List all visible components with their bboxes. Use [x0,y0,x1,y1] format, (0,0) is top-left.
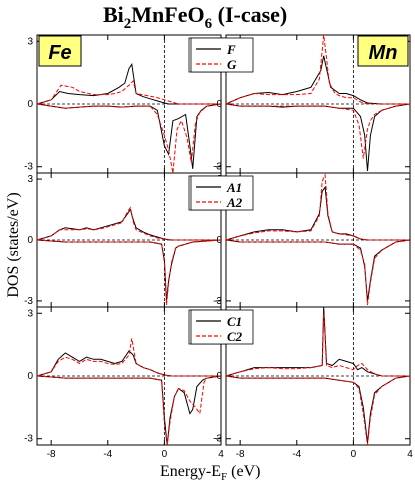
legend-label: F [226,42,236,57]
panel-grid: -303FGFe-303FGMn-303A1A2-303A1A2-303-8-4… [24,34,413,460]
series-line-a1 [36,208,221,241]
y-tick-label: 0 [27,235,33,246]
series-line-g [36,80,221,105]
element-label: Mn [369,42,398,64]
y-tick-label: 3 [27,174,33,185]
series-line-c2 [36,338,221,377]
series-line-a2 [36,206,221,241]
element-badge [357,35,409,67]
y-tick-label: -3 [213,162,222,173]
series-line-c2 [36,375,222,446]
panel-mn-row1: -303A1A2 [190,172,411,308]
y-tick-label: 0 [216,371,222,382]
x-tick-label: 4 [218,449,224,460]
panel-mn-row0: -303FGMn [190,34,411,174]
x-tick-label: 0 [162,449,168,460]
legend-label: A2 [226,195,243,210]
series-line-f [225,55,410,105]
legend-box [190,175,254,211]
legend: FG [190,37,254,73]
x-tick-label: -4 [292,449,301,460]
series-line-a2 [36,239,222,306]
legend-label: C1 [227,314,242,329]
x-tick-label: -8 [236,449,245,460]
element-badge [38,35,82,67]
y-tick-label: -3 [24,296,33,307]
x-axis-label: Energy-EF (eV) [160,463,260,483]
y-tick-label: 0 [27,99,33,110]
legend-box [190,309,254,345]
x-tick-label: 0 [351,449,357,460]
series-line-g [225,103,411,159]
y-tick-label: -3 [213,296,222,307]
y-tick-label: -3 [24,162,33,173]
x-tick-label: -8 [47,449,56,460]
y-axis-label: DOS (states/eV) [5,192,22,297]
series-line-f [36,103,222,169]
y-tick-label: 0 [216,99,222,110]
x-tick-label: 4 [407,449,413,460]
series-line-g [36,103,222,174]
series-line-a2 [225,239,411,306]
figure-title: Bi2MnFeO6 (I-case) [103,2,287,32]
legend-box [190,37,254,73]
x-tick-label: -4 [103,449,112,460]
legend-label: G [227,57,237,72]
element-label: Fe [48,42,71,64]
legend-label: C2 [227,329,243,344]
y-tick-label: -3 [24,434,33,445]
legend-label: A1 [226,180,242,195]
series-line-c2 [225,375,411,446]
y-tick-label: 0 [27,371,33,382]
y-tick-label: 0 [216,235,222,246]
y-tick-label: -3 [213,434,222,445]
series-line-g [225,34,410,105]
y-tick-label: 3 [27,36,33,47]
y-tick-label: 3 [27,308,33,319]
series-line-a2 [225,173,410,241]
series-line-c2 [225,313,410,377]
